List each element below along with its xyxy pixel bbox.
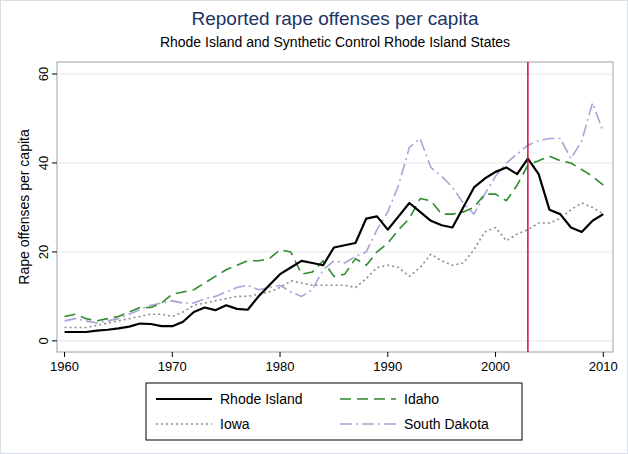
x-tick: [280, 352, 281, 357]
y-tick: [52, 251, 57, 252]
x-tick-label: 1970: [158, 359, 187, 374]
series-line: [65, 156, 604, 321]
x-tick-label: 1960: [50, 359, 79, 374]
legend-label: Idaho: [404, 391, 439, 407]
y-tick-label: 20: [36, 245, 51, 259]
x-tick: [64, 352, 65, 357]
x-tick: [495, 352, 496, 357]
y-tick: [52, 340, 57, 341]
y-tick-label: 60: [36, 67, 51, 81]
legend-label: Iowa: [220, 416, 250, 432]
series-line: [65, 159, 604, 332]
x-tick: [172, 352, 173, 357]
legend-label: South Dakota: [404, 416, 489, 432]
reference-line: [527, 62, 529, 352]
title: Reported rape offenses per capita: [192, 8, 479, 29]
y-axis-label: Rape offenses per capita: [16, 129, 32, 285]
legend-swatch: [156, 423, 212, 425]
background: [1, 1, 628, 454]
subtitle: Rhode Island and Synthetic Control Rhode…: [160, 34, 510, 50]
x-tick: [387, 352, 388, 357]
x-tick-label: 2010: [589, 359, 618, 374]
x-tick-label: 1980: [266, 359, 295, 374]
grid-line: [57, 74, 613, 75]
plot-marks: [65, 62, 604, 352]
legend-swatch: [156, 398, 212, 400]
y-tick-label: 40: [36, 156, 51, 170]
x-tick-label: 1990: [373, 359, 402, 374]
legend-box: [146, 383, 522, 440]
plot-frame: [57, 62, 613, 352]
x-tick-label: 2000: [481, 359, 510, 374]
grid-line: [57, 251, 613, 252]
series-line: [65, 203, 604, 328]
y-tick: [52, 74, 57, 75]
x-tick: [603, 352, 604, 357]
chart: Reported rape offenses per capita Rhode I…: [0, 0, 628, 454]
legend-swatch: [340, 398, 396, 400]
y-tick-label: 0: [36, 337, 51, 344]
legend: Rhode Island Idaho Iowa South Dakota: [146, 383, 522, 440]
series-line: [65, 103, 604, 323]
legend-swatch: [340, 423, 396, 425]
legend-label: Rhode Island: [220, 391, 303, 407]
grid-line: [57, 340, 613, 341]
y-tick: [52, 162, 57, 163]
